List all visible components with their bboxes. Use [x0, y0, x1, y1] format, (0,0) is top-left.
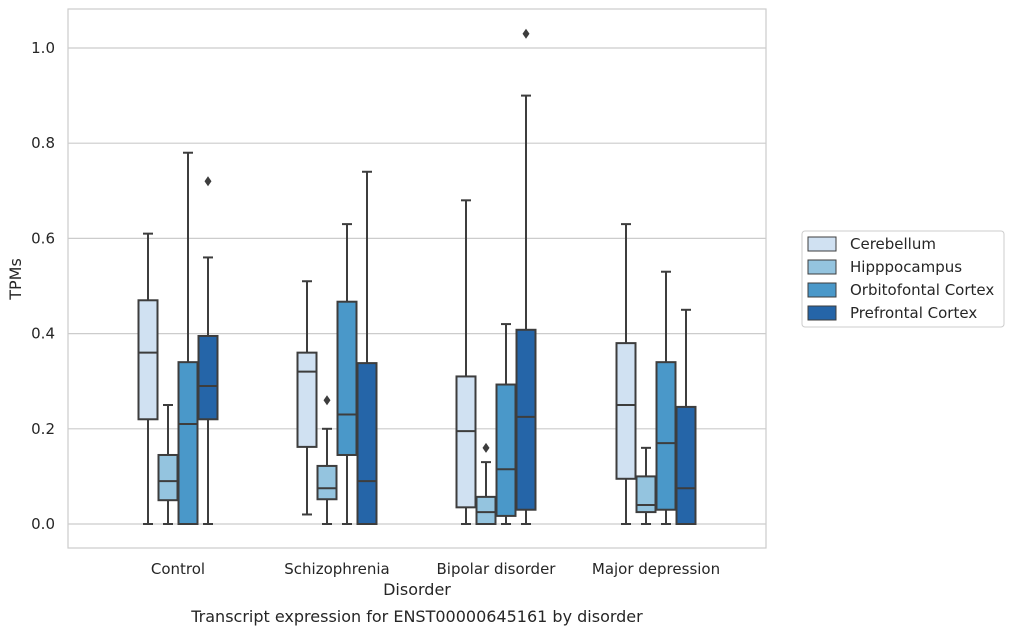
- y-tick-label: 0.8: [31, 134, 55, 152]
- box-cerebellum: [615, 223, 637, 525]
- box-hipppocampus: [316, 395, 338, 525]
- x-tick-label: Major depression: [592, 560, 720, 578]
- y-tick-label: 0.2: [31, 420, 55, 438]
- box-prefrontal-cortex: [356, 170, 378, 525]
- iqr-box: [515, 328, 537, 511]
- outlier-point: [522, 28, 530, 39]
- iqr-box: [296, 351, 318, 448]
- box-orbitofontal-cortex: [177, 151, 199, 525]
- iqr-box: [197, 334, 219, 421]
- legend-swatch: [807, 305, 837, 321]
- legend-label: Orbitofontal Cortex: [850, 281, 994, 299]
- box-prefrontal-cortex: [675, 308, 697, 525]
- box-cerebellum: [296, 280, 318, 516]
- outlier-point: [204, 176, 212, 187]
- box-cerebellum: [455, 199, 477, 525]
- x-axis-title: Disorder: [383, 580, 451, 599]
- legend-label: Cerebellum: [850, 235, 936, 253]
- legend-swatch: [807, 236, 837, 252]
- iqr-box: [635, 475, 657, 514]
- box-hipppocampus: [475, 442, 497, 526]
- box-orbitofontal-cortex: [495, 323, 517, 525]
- plot-area-frame: [67, 8, 767, 549]
- x-tick-label: Bipolar disorder: [437, 560, 557, 578]
- box-hipppocampus: [157, 404, 179, 525]
- x-tick-label: Schizophrenia: [284, 560, 389, 578]
- box-cerebellum: [137, 232, 159, 525]
- iqr-box: [177, 361, 199, 525]
- x-tick-label: Control: [151, 560, 205, 578]
- legend-label: Prefrontal Cortex: [850, 304, 977, 322]
- iqr-box: [495, 383, 517, 517]
- y-tick-label: 1.0: [31, 39, 55, 57]
- box-prefrontal-cortex: [515, 28, 537, 525]
- iqr-box: [336, 300, 358, 456]
- iqr-box: [455, 375, 477, 509]
- legend: Cerebellum Hipppocampus Orbitofontal Corte…: [801, 230, 1005, 328]
- y-axis-title: TPMs: [6, 258, 25, 301]
- iqr-box: [475, 495, 497, 526]
- y-tick-label: 0.6: [31, 229, 55, 247]
- box-orbitofontal-cortex: [336, 223, 358, 525]
- legend-label: Hipppocampus: [850, 258, 962, 276]
- outlier-point: [482, 442, 490, 453]
- y-tick-labels: 0.0 0.2 0.4 0.6 0.8 1.0: [31, 39, 55, 533]
- chart-caption: Transcript expression for ENST0000064516…: [190, 607, 643, 626]
- box-prefrontal-cortex: [197, 176, 219, 525]
- iqr-box: [615, 342, 637, 480]
- y-tick-label: 0.4: [31, 325, 55, 343]
- iqr-box: [356, 362, 378, 525]
- iqr-box: [316, 464, 338, 501]
- legend-frame: [801, 230, 1005, 328]
- box-hipppocampus: [635, 446, 657, 525]
- outlier-point: [323, 395, 331, 406]
- iqr-box: [157, 453, 179, 502]
- legend-swatch: [807, 282, 837, 298]
- boxes: [137, 28, 697, 526]
- box-orbitofontal-cortex: [655, 270, 677, 525]
- iqr-box: [137, 299, 159, 421]
- y-tick-label: 0.0: [31, 515, 55, 533]
- iqr-box: [675, 405, 697, 525]
- legend-swatch: [807, 259, 837, 275]
- x-tick-labels: Control Schizophrenia Bipolar disorder Majo…: [151, 560, 720, 578]
- iqr-box: [655, 361, 677, 511]
